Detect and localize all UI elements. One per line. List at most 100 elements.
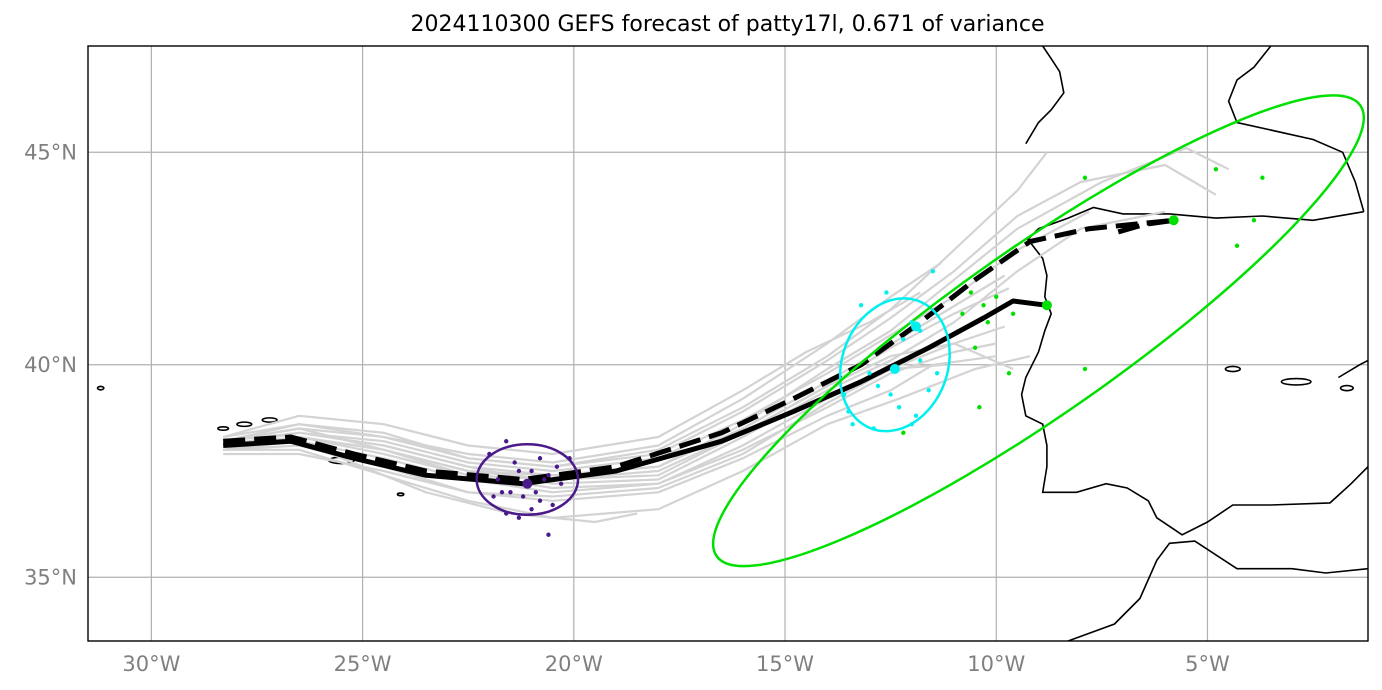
ensemble-track [223, 146, 1230, 477]
ensemble-track [222, 163, 1217, 468]
uncertainty-ellipses [475, 94, 1366, 568]
mean-position-green [1168, 215, 1179, 226]
coastline [1337, 359, 1368, 379]
lon-tick-label: 15°W [756, 652, 814, 676]
member-point-green [1082, 175, 1088, 180]
ensemble-track [223, 342, 1014, 481]
member-point-purple [504, 511, 509, 516]
member-point-cyan [934, 371, 940, 376]
member-point-purple [516, 468, 522, 474]
member-point-green [901, 430, 906, 435]
member-point-green [994, 294, 999, 299]
member-point-purple [487, 451, 492, 457]
lon-tick-label: 30°W [122, 652, 180, 676]
member-point-cyan [901, 337, 906, 342]
member-point-purple [529, 468, 534, 474]
member-point-cyan [850, 422, 855, 427]
island [1339, 384, 1355, 392]
member-point-purple [537, 456, 543, 461]
member-point-green [1010, 311, 1016, 316]
member-point-green [981, 303, 986, 308]
member-point-purple [520, 494, 526, 499]
map-area [96, 46, 1368, 641]
member-point-green [968, 290, 974, 295]
member-point-cyan [875, 383, 881, 389]
member-point-purple [546, 532, 551, 537]
member-point-purple [529, 507, 534, 512]
member-point-green [977, 405, 982, 410]
lat-tick-label: 35°N [24, 565, 77, 589]
member-point-purple [558, 481, 564, 486]
lon-tick-label: 10°W [967, 652, 1025, 676]
member-point-cyan [909, 422, 914, 427]
coastline [1020, 206, 1368, 536]
member-point-purple [516, 515, 522, 520]
island [1224, 365, 1242, 373]
tick-labels: 30°W 25°W 20°W 15°W 10°W 5°W 35°N 40°N 45°N [24, 140, 1230, 676]
island [236, 421, 253, 428]
lat-tick-label: 45°N [24, 140, 77, 164]
figure-title: 2024110300 GEFS forecast of patty17l, 0.… [410, 12, 1045, 37]
member-point-purple [546, 473, 551, 478]
island [396, 492, 405, 497]
coastline [1227, 46, 1365, 212]
member-point-green [1260, 175, 1265, 180]
coastlines [96, 46, 1368, 641]
member-point-green [1251, 218, 1257, 223]
member-point-cyan [930, 269, 936, 274]
ensemble-track [222, 291, 921, 456]
member-point-cyan [867, 371, 872, 376]
member-point-green [972, 345, 978, 350]
lat-tick-label: 40°N [24, 353, 77, 377]
island [1280, 377, 1312, 386]
member-point-purple [499, 490, 505, 495]
member-point-green [1213, 167, 1219, 172]
mean-position-purple [522, 478, 533, 489]
member-point-cyan [846, 409, 851, 414]
island [261, 417, 278, 423]
lon-tick-label: 20°W [545, 652, 603, 676]
member-point-purple [537, 498, 543, 503]
lon-tick-label: 25°W [334, 652, 392, 676]
member-point-purple [495, 477, 500, 482]
member-point-cyan [926, 388, 931, 393]
uncertainty-ellipse-green [711, 94, 1366, 568]
member-point-cyan [884, 290, 889, 295]
member-point-green [960, 311, 965, 316]
member-point-cyan [858, 303, 864, 308]
member-point-purple [491, 494, 496, 499]
ensemble-tracks [222, 146, 1230, 524]
island [217, 425, 230, 431]
mean-position-cyan [889, 364, 900, 374]
member-point-purple [567, 456, 572, 461]
gridlines [88, 46, 1368, 641]
member-point-green [1234, 243, 1240, 248]
member-point-cyan [888, 392, 893, 397]
member-point-purple [533, 490, 538, 495]
coastline [1067, 540, 1368, 641]
member-point-cyan [913, 413, 919, 418]
mean-track-solid [223, 298, 1048, 487]
member-point-cyan [841, 392, 847, 397]
coastline [1025, 46, 1065, 145]
member-point-green [1082, 366, 1088, 372]
member-point-purple [550, 502, 555, 508]
member-point-cyan [896, 405, 902, 410]
member-point-green [1006, 371, 1012, 376]
member-point-cyan [918, 358, 923, 363]
lon-tick-label: 5°W [1185, 652, 1230, 676]
island [96, 385, 105, 391]
member-point-purple [508, 490, 513, 495]
mean-position-green [1041, 300, 1052, 311]
plot-frame [87, 45, 1369, 642]
member-point-cyan [871, 426, 876, 431]
member-point-green [985, 320, 991, 325]
uncertainty-ellipse-purple [475, 442, 580, 517]
ensemble-track [223, 355, 1031, 519]
member-point-purple [504, 439, 509, 444]
member-point-purple [554, 464, 560, 469]
mean-position-cyan [910, 321, 921, 332]
mean-track-dashed [223, 217, 1177, 482]
ensemble-track [223, 261, 942, 464]
